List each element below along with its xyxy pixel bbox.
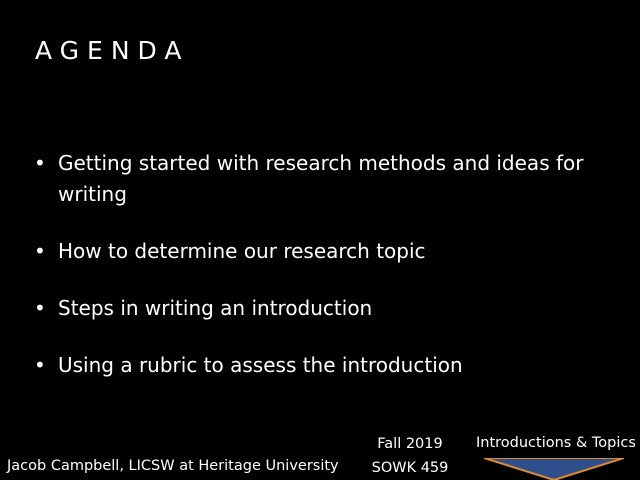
- list-item-text: Steps in writing an introduction: [58, 296, 373, 320]
- chevron-shape: [484, 458, 624, 480]
- agenda-list: • Getting started with research methods …: [34, 148, 614, 407]
- bullet-icon: •: [34, 239, 46, 263]
- chevron-down-icon: [484, 458, 624, 480]
- footer-course-info: Fall 2019 SOWK 459: [370, 432, 450, 480]
- footer-topic: Introductions & Topics: [476, 435, 636, 451]
- footer-author: Jacob Campbell, LICSW at Heritage Univer…: [7, 458, 339, 474]
- list-item: • Getting started with research methods …: [34, 148, 614, 210]
- bullet-icon: •: [34, 296, 46, 320]
- footer-course: SOWK 459: [371, 460, 449, 476]
- list-item: • Using a rubric to assess the introduct…: [34, 350, 614, 381]
- list-item-text: Using a rubric to assess the introductio…: [58, 353, 463, 377]
- bullet-icon: •: [34, 151, 46, 175]
- list-item: • How to determine our research topic: [34, 236, 614, 267]
- list-item: • Steps in writing an introduction: [34, 293, 614, 324]
- bullet-icon: •: [34, 353, 46, 377]
- footer-term: Fall 2019: [377, 436, 443, 452]
- slide-title: AGENDA: [35, 36, 190, 65]
- list-item-text: Getting started with research methods an…: [58, 151, 584, 206]
- list-item-text: How to determine our research topic: [58, 239, 426, 263]
